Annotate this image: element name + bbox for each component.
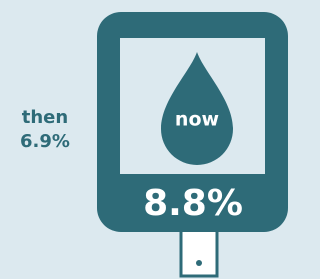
- page: then 6.9% now 8.8% (() => { const data =…: [0, 0, 320, 279]
- infographic: then 6.9% now 8.8%: [0, 0, 296, 279]
- strip-dot: [196, 260, 202, 266]
- test-strip: [181, 228, 217, 276]
- now-label: now: [175, 109, 219, 131]
- now-reading: 8.8%: [143, 183, 243, 224]
- then-reading: 6.9%: [20, 131, 70, 152]
- then-label: then: [22, 107, 68, 128]
